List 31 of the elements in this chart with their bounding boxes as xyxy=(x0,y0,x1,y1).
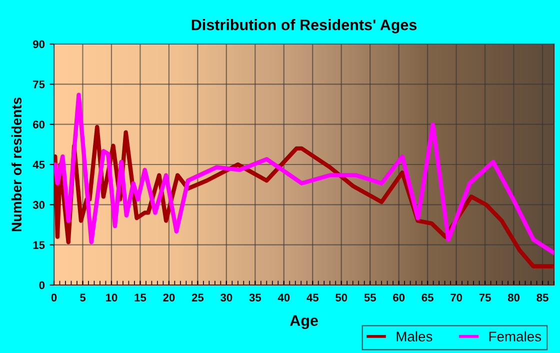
legend-label: Females xyxy=(489,331,541,342)
x-tick-label: 40 xyxy=(278,294,290,302)
x-tick-label: 70 xyxy=(450,294,462,302)
y-tick-label: 15 xyxy=(33,241,45,249)
x-tick-label: 10 xyxy=(106,294,118,302)
y-tick-label: 60 xyxy=(33,120,45,128)
y-axis-title: Number of residents xyxy=(11,98,22,232)
x-tick-label: 35 xyxy=(249,294,262,302)
x-tick-label: 0 xyxy=(51,294,57,302)
x-tick-label: 20 xyxy=(163,294,175,302)
chart-title: Distribution of Residents' Ages xyxy=(192,19,417,34)
x-tick-label: 55 xyxy=(364,294,376,302)
x-tick-label: 5 xyxy=(80,294,86,302)
x-tick-label: 25 xyxy=(192,294,204,302)
x-tick-label: 45 xyxy=(306,294,318,302)
y-tick-label: 0 xyxy=(39,281,45,290)
line-series xyxy=(54,92,554,255)
x-tick-label: 60 xyxy=(393,294,405,302)
x-tick-label: 30 xyxy=(220,294,232,302)
x-tick-label: 65 xyxy=(422,294,434,302)
x-tick-label: 75 xyxy=(479,294,491,302)
y-tick-label: 30 xyxy=(32,200,45,209)
x-tick-label: 50 xyxy=(336,294,348,302)
x-tick-label: 85 xyxy=(536,294,548,302)
x-axis-title: Age xyxy=(290,315,318,330)
legend-label: Males xyxy=(396,331,432,342)
y-tick-label: 45 xyxy=(32,160,45,169)
x-tick-label: 80 xyxy=(508,294,520,302)
y-tick-label: 75 xyxy=(33,80,45,88)
x-tick-label: 15 xyxy=(134,294,146,302)
y-tick-label: 90 xyxy=(33,40,45,48)
